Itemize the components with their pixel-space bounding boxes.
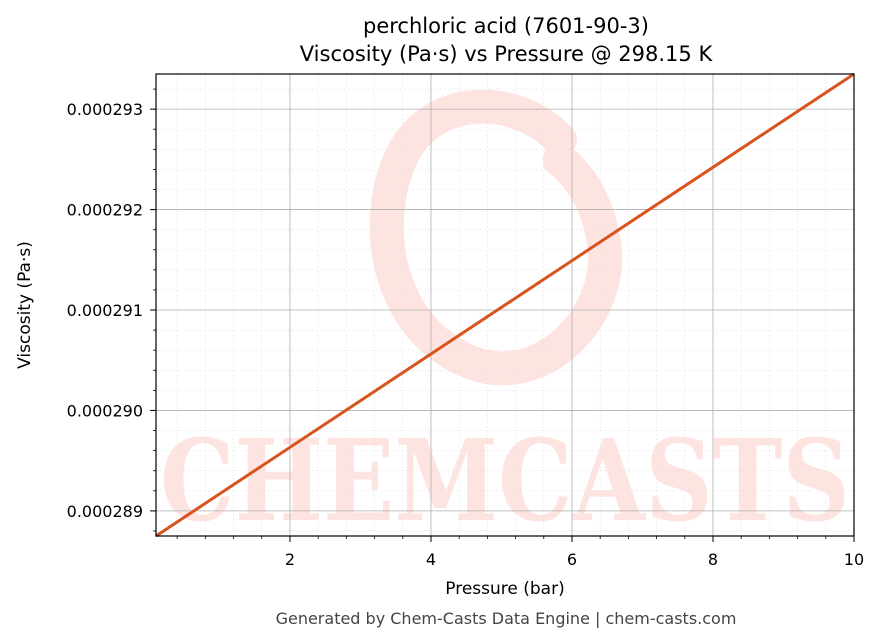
chart-subtitle: Viscosity (Pa·s) vs Pressure @ 298.15 K bbox=[300, 42, 714, 66]
y-tick-label: 0.000292 bbox=[67, 201, 143, 220]
y-tick-label: 0.000290 bbox=[67, 401, 143, 420]
plot-frame bbox=[155, 73, 855, 537]
watermark-text: CHEMCASTS bbox=[160, 416, 850, 547]
chart-title: perchloric acid (7601-90-3) bbox=[363, 14, 649, 38]
x-tick-label: 4 bbox=[426, 550, 436, 569]
watermark: CHEMCASTS bbox=[160, 89, 850, 547]
x-tick-label: 2 bbox=[285, 550, 295, 569]
y-axis-label: Viscosity (Pa·s) bbox=[15, 241, 35, 369]
y-tick-label: 0.000291 bbox=[67, 301, 143, 320]
x-tick-label: 8 bbox=[708, 550, 718, 569]
ticks: 2 4 6 8 10 0.000289 0.000290 0.000291 0.000292 0.… bbox=[67, 88, 864, 569]
grid bbox=[156, 74, 855, 536]
footer-credit: Generated by Chem-Casts Data Engine | ch… bbox=[276, 609, 737, 628]
x-axis-label: Pressure (bar) bbox=[445, 579, 564, 599]
x-tick-label: 6 bbox=[567, 550, 577, 569]
y-tick-label: 0.000293 bbox=[67, 100, 143, 119]
series-layer bbox=[155, 72, 855, 538]
x-tick-label: 10 bbox=[844, 550, 864, 569]
y-tick-label: 0.000289 bbox=[67, 502, 143, 521]
watermark-swirl-icon bbox=[369, 89, 623, 386]
series-line bbox=[155, 72, 855, 538]
